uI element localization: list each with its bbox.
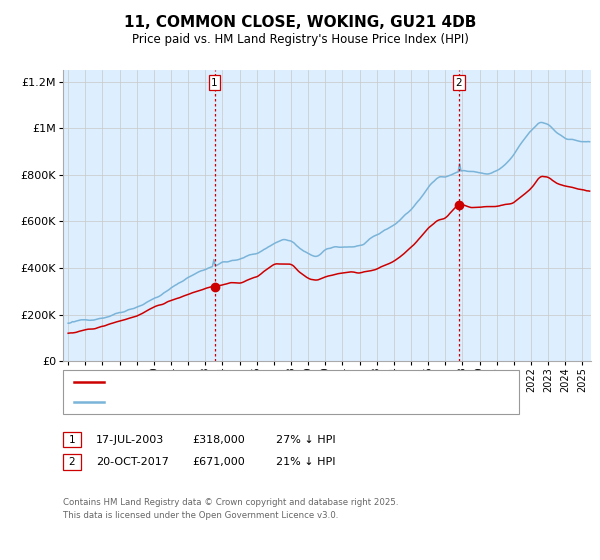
Text: 2: 2 (455, 78, 463, 88)
Text: £671,000: £671,000 (192, 457, 245, 467)
Text: 20-OCT-2017: 20-OCT-2017 (96, 457, 169, 467)
Text: Contains HM Land Registry data © Crown copyright and database right 2025.
This d: Contains HM Land Registry data © Crown c… (63, 498, 398, 520)
Text: 1: 1 (68, 435, 76, 445)
Text: 11, COMMON CLOSE, WOKING, GU21 4DB (detached house): 11, COMMON CLOSE, WOKING, GU21 4DB (deta… (111, 377, 424, 387)
Text: £318,000: £318,000 (192, 435, 245, 445)
Text: 2: 2 (68, 457, 76, 467)
Text: 17-JUL-2003: 17-JUL-2003 (96, 435, 164, 445)
Text: Price paid vs. HM Land Registry's House Price Index (HPI): Price paid vs. HM Land Registry's House … (131, 32, 469, 46)
Text: 1: 1 (211, 78, 218, 88)
Text: HPI: Average price, detached house, Woking: HPI: Average price, detached house, Woki… (111, 397, 342, 407)
Text: 21% ↓ HPI: 21% ↓ HPI (276, 457, 335, 467)
Text: 11, COMMON CLOSE, WOKING, GU21 4DB: 11, COMMON CLOSE, WOKING, GU21 4DB (124, 15, 476, 30)
Text: 27% ↓ HPI: 27% ↓ HPI (276, 435, 335, 445)
